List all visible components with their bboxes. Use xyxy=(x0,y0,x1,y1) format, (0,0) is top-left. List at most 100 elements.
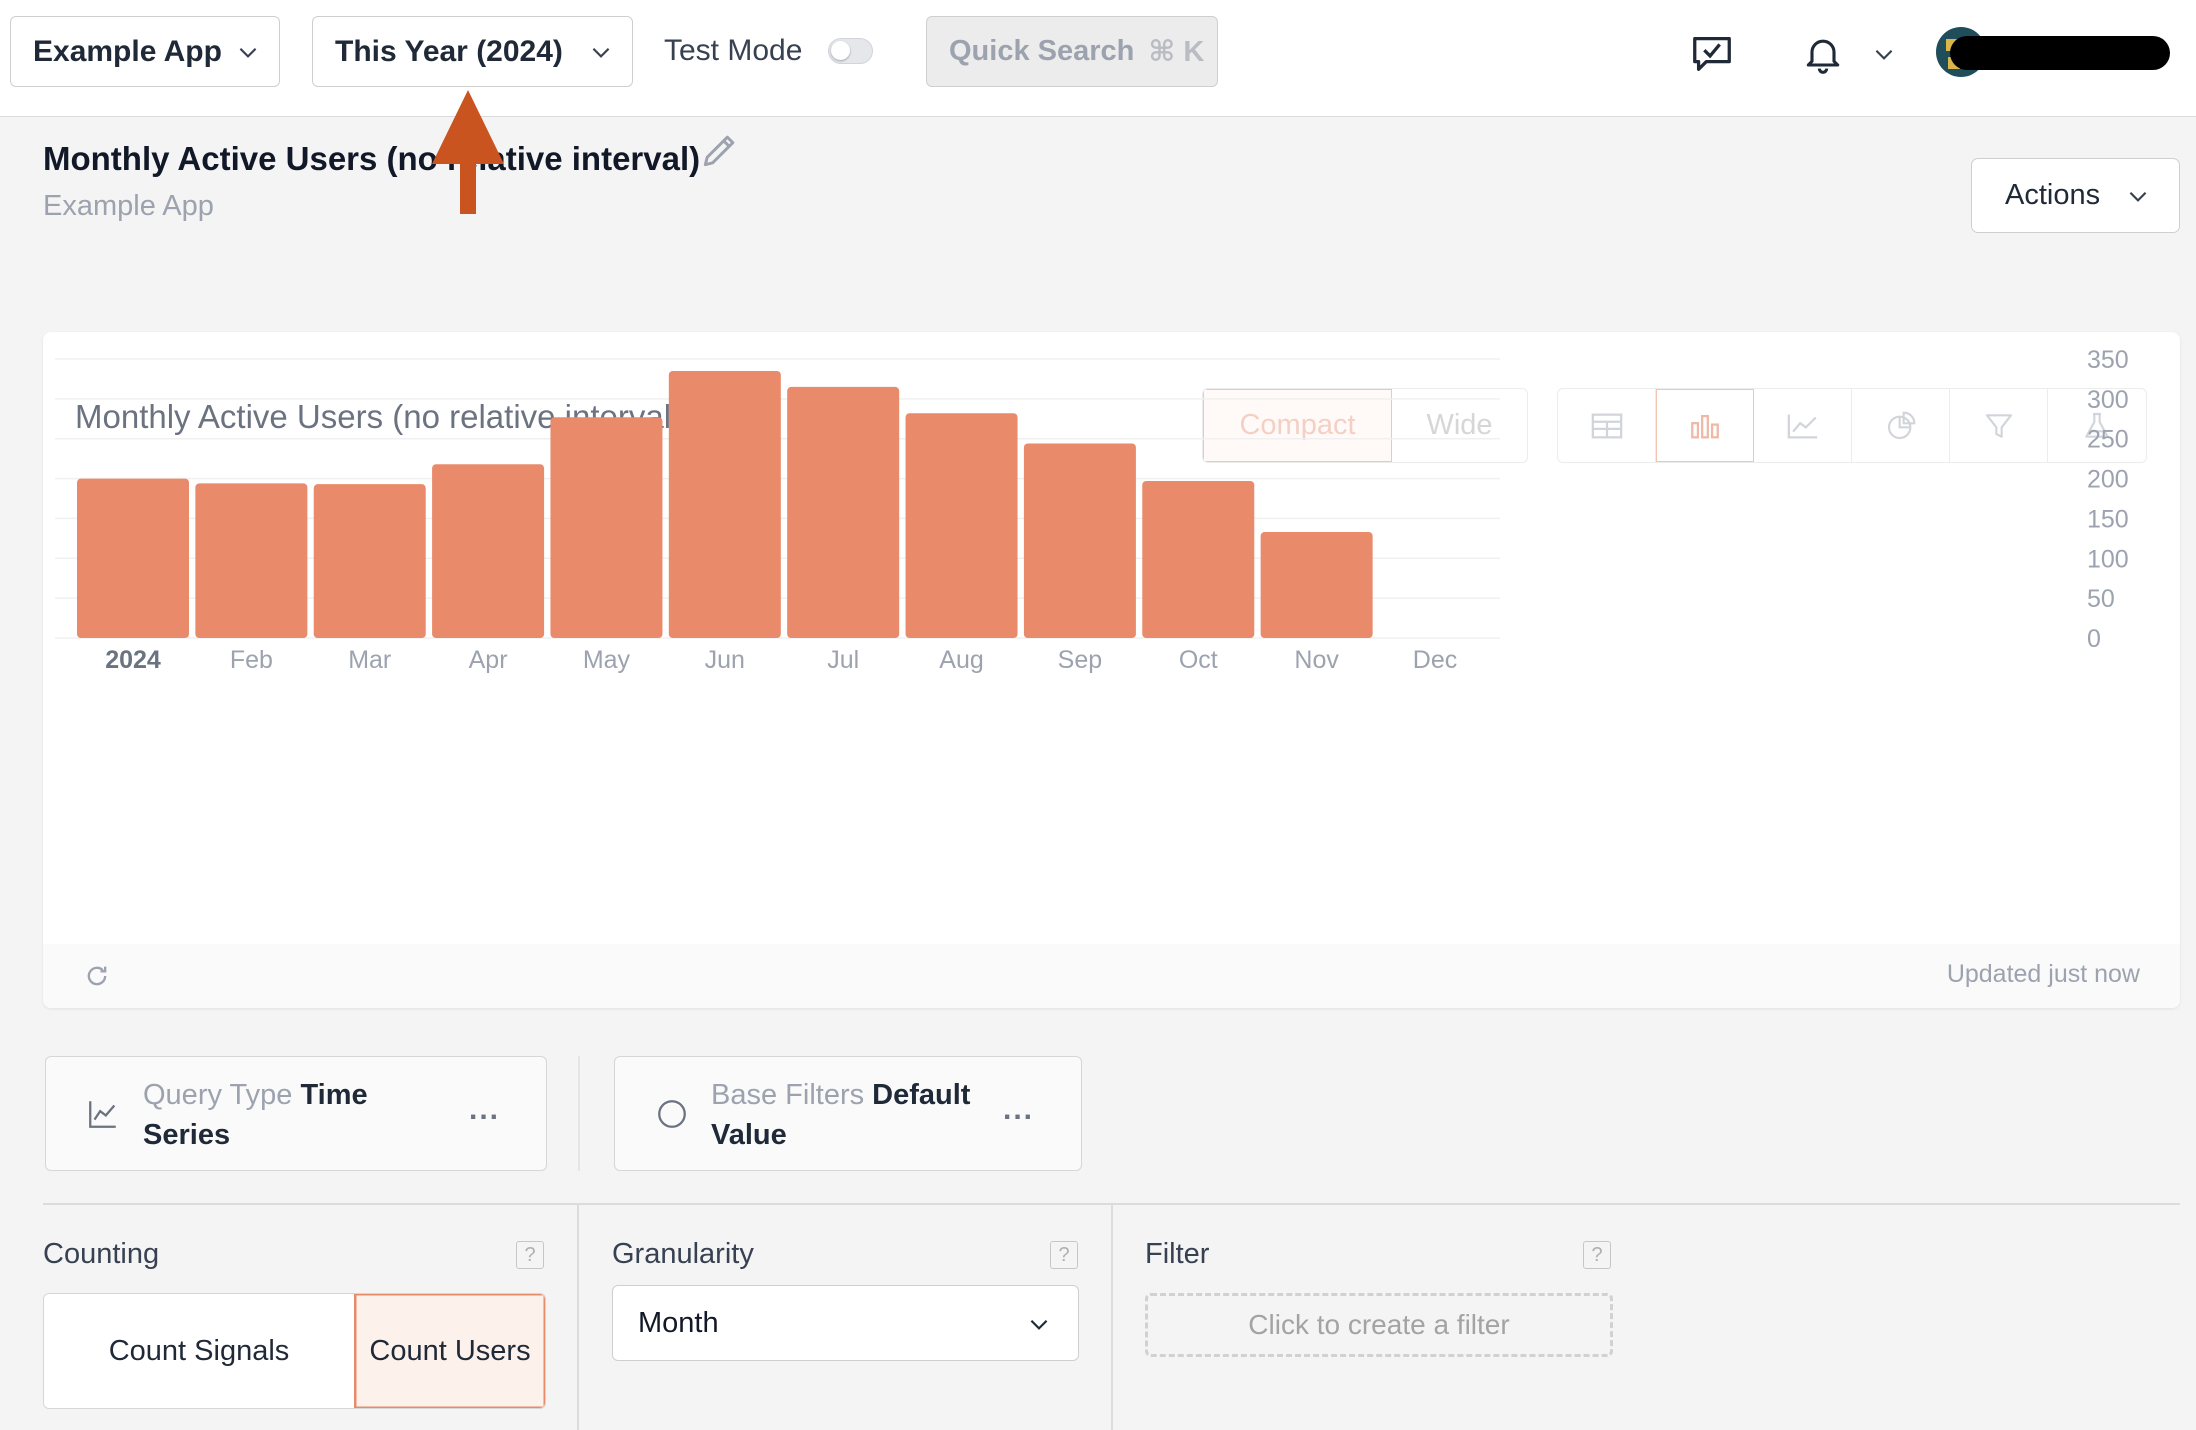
bar-chart: 0 50 100 150 200 250 300 350 2024 Feb Mar Apr May Jun… xyxy=(55,346,2129,674)
x-tick-label: Sep xyxy=(1058,646,1102,674)
quick-search-shortcut: ⌘ K xyxy=(1148,36,1205,68)
bar-chart-icon xyxy=(1691,414,1719,438)
feedback-button[interactable] xyxy=(1684,26,1740,82)
pencil-icon[interactable] xyxy=(698,128,742,172)
base-filters-text: Base Filters Default Value xyxy=(711,1075,991,1155)
funnel-icon xyxy=(1985,413,2012,438)
y-tick-label: 0 xyxy=(2087,625,2101,653)
section-divider xyxy=(43,1203,2180,1205)
updated-timestamp: Updated just now xyxy=(1946,960,2140,988)
x-tick-label: Nov xyxy=(1294,646,1339,674)
counting-help-icon[interactable]: ? xyxy=(516,1241,544,1269)
x-tick-label: Apr xyxy=(469,646,508,674)
x-tick-label: May xyxy=(583,646,631,674)
base-filters-card[interactable]: Base Filters Default Value ... xyxy=(614,1056,1082,1171)
line-chart-view-button[interactable] xyxy=(1754,389,1852,462)
notifications-button[interactable] xyxy=(1797,26,1849,82)
annotation-arrow-icon xyxy=(432,90,504,214)
query-type-card[interactable]: Query Type Time Series ... xyxy=(45,1056,547,1171)
redacted-username xyxy=(1950,36,2170,70)
bar-feb[interactable] xyxy=(195,483,308,638)
layout-wide-button[interactable]: Wide xyxy=(1426,409,1493,441)
y-tick-label: 100 xyxy=(2087,545,2129,573)
count-users-button[interactable]: Count Users xyxy=(354,1294,545,1408)
table-view-button[interactable] xyxy=(1558,389,1656,462)
create-filter-button[interactable]: Click to create a filter xyxy=(1145,1293,1613,1357)
bar-2024[interactable] xyxy=(77,478,189,638)
pie-chart-view-button[interactable] xyxy=(1852,389,1950,462)
column-divider xyxy=(577,1205,579,1430)
bar-aug[interactable] xyxy=(905,413,1018,638)
layout-compact-button[interactable]: Compact xyxy=(1203,389,1392,462)
page-subtitle: Example App xyxy=(43,190,214,222)
chevron-down-icon xyxy=(1875,49,1893,60)
granularity-label: Granularity xyxy=(612,1238,754,1270)
base-filters-value: Default Value xyxy=(711,1079,971,1151)
counting-toggle: Count Signals Count Users xyxy=(43,1293,546,1409)
app-selector-label: Example App xyxy=(33,34,222,68)
date-range-selector[interactable]: This Year (2024) xyxy=(312,16,633,87)
app-selector[interactable]: Example App xyxy=(10,16,280,87)
query-type-value: Time Series xyxy=(143,1079,368,1151)
bar-mar[interactable] xyxy=(313,484,426,638)
query-type-label: Query Type xyxy=(143,1079,293,1111)
feedback-icon xyxy=(1693,37,1731,71)
top-bar: Example App This Year (2024) Test Mode Q… xyxy=(0,0,2196,117)
chevron-down-icon xyxy=(239,47,257,58)
bar-apr[interactable] xyxy=(432,464,545,638)
granularity-value: Month xyxy=(638,1306,719,1339)
quick-search-button[interactable]: Quick Search ⌘ K xyxy=(926,16,1218,87)
chevron-down-icon xyxy=(1030,1319,1048,1330)
x-tick-label: Jun xyxy=(705,646,745,674)
y-tick-label: 200 xyxy=(2087,466,2129,494)
y-tick-label: 250 xyxy=(2087,426,2129,454)
experiment-icon xyxy=(2085,412,2109,438)
line-chart-icon xyxy=(89,1101,116,1128)
count-signals-button[interactable]: Count Signals xyxy=(44,1294,354,1408)
granularity-select[interactable]: Month xyxy=(612,1285,1079,1361)
x-tick-label: Aug xyxy=(939,646,983,674)
chevron-down-icon xyxy=(592,47,610,58)
circle-icon xyxy=(658,1100,686,1128)
bar-oct[interactable] xyxy=(1142,480,1255,638)
refresh-icon[interactable] xyxy=(83,962,111,990)
funnel-view-button[interactable] xyxy=(1950,389,2048,462)
y-tick-label: 50 xyxy=(2087,585,2115,613)
divider xyxy=(578,1056,580,1171)
bar-sep[interactable] xyxy=(1023,443,1136,638)
experiment-view-button[interactable] xyxy=(2048,389,2146,462)
date-range-label: This Year (2024) xyxy=(335,34,563,68)
chart-card: Monthly Active Users (no relative interv… xyxy=(43,332,2180,1008)
y-tick-label: 150 xyxy=(2087,505,2129,533)
bar-jul[interactable] xyxy=(787,386,900,638)
x-tick-label: Feb xyxy=(230,646,273,674)
granularity-help-icon[interactable]: ? xyxy=(1050,1241,1078,1269)
actions-label: Actions xyxy=(2005,179,2101,211)
query-type-text: Query Type Time Series xyxy=(143,1075,403,1155)
query-type-menu-button[interactable]: ... xyxy=(469,1093,501,1126)
test-mode-toggle[interactable] xyxy=(828,38,873,64)
counting-label: Counting xyxy=(43,1238,160,1270)
toggle-knob xyxy=(831,41,850,60)
pie-chart-icon xyxy=(1887,411,1915,439)
layout-toggle: Compact Wide xyxy=(1202,388,1528,463)
filter-help-icon[interactable]: ? xyxy=(1583,1241,1611,1269)
actions-button[interactable]: Actions xyxy=(1971,158,2180,233)
base-filters-menu-button[interactable]: ... xyxy=(1003,1093,1035,1126)
x-tick-label: 2024 xyxy=(105,646,161,674)
quick-search-label: Quick Search xyxy=(949,35,1135,67)
y-tick-label: 350 xyxy=(2087,346,2129,374)
chevron-down-icon xyxy=(2129,191,2147,202)
account-menu-toggle[interactable] xyxy=(1868,38,1900,70)
bar-chart-view-button[interactable] xyxy=(1656,389,1754,462)
x-tick-label: Mar xyxy=(348,646,391,674)
bar-jun[interactable] xyxy=(668,370,781,638)
table-icon xyxy=(1591,413,1622,438)
test-mode-label: Test Mode xyxy=(664,34,803,67)
bar-nov[interactable] xyxy=(1260,531,1373,638)
x-tick-label: Jul xyxy=(827,646,859,674)
x-tick-label: Oct xyxy=(1179,646,1218,674)
bar-may[interactable] xyxy=(550,417,663,638)
page-title: Monthly Active Users (no relative interv… xyxy=(43,140,701,177)
x-tick-label: Dec xyxy=(1413,646,1457,674)
